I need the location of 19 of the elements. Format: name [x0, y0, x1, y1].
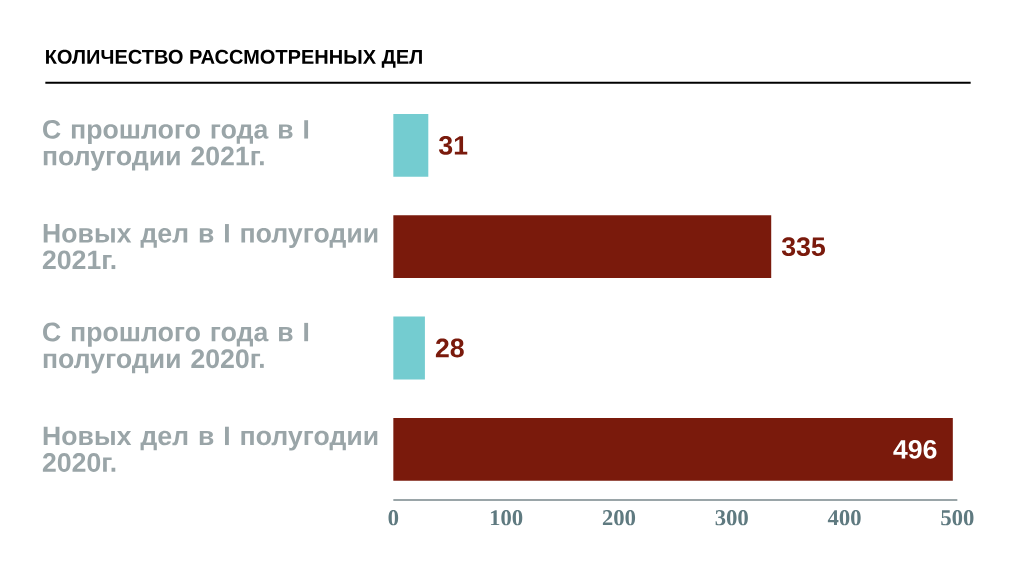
- data-label: 28: [435, 338, 464, 358]
- x-tick-label: 500: [941, 510, 974, 526]
- x-tick-label: 0: [388, 510, 399, 526]
- bar: [393, 113, 429, 177]
- x-tick-label: 400: [827, 510, 861, 526]
- x-tick-label: 200: [602, 510, 636, 526]
- bar: [393, 316, 425, 380]
- data-label: 335: [781, 237, 825, 257]
- chart-title: КОЛИЧЕСТВО РАССМОТРЕННЫХ ДЕЛ: [46, 49, 422, 68]
- data-label: 496: [893, 439, 937, 459]
- x-tick-label: 100: [490, 510, 523, 526]
- bar: [393, 417, 953, 481]
- y-tick-label: С прошлого года в I полугодии 2020г.: [43, 322, 309, 374]
- y-tick-label: С прошлого года в I полугодии 2021г.: [43, 119, 309, 171]
- bar: [393, 215, 772, 279]
- y-tick-label: Новых дел в I полугодии 2021г.: [42, 224, 378, 270]
- y-tick-label: Новых дел в I полугодии 2020г.: [42, 426, 378, 472]
- data-label: 31: [438, 135, 468, 155]
- x-tick-label: 300: [715, 510, 748, 526]
